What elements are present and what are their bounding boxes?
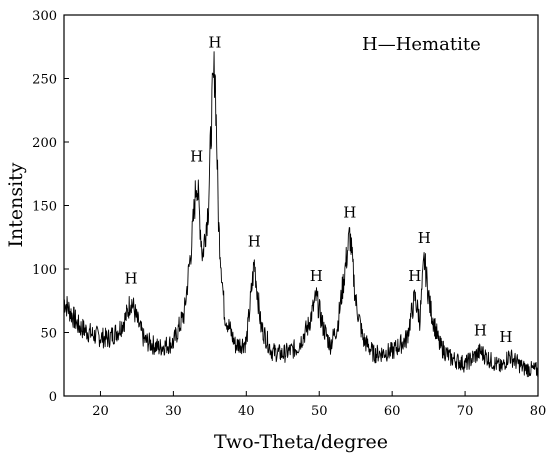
x-axis-title: Two-Theta/degree <box>214 431 388 453</box>
peak-label-h: H <box>499 328 512 346</box>
peak-label-h: H <box>343 203 356 221</box>
x-tick-label: 80 <box>530 404 547 419</box>
peak-label-h: H <box>310 267 323 285</box>
peak-label-h: H <box>208 33 221 51</box>
y-axis-title: Intensity <box>5 162 27 247</box>
peak-label-h: H <box>248 233 261 251</box>
x-tick-label: 30 <box>165 404 182 419</box>
y-tick-label: 200 <box>32 136 57 151</box>
x-tick-label: 40 <box>238 404 255 419</box>
y-tick-label: 150 <box>32 200 57 215</box>
peak-label-h: H <box>418 229 431 247</box>
y-tick-label: 250 <box>32 73 57 88</box>
series-line <box>63 51 539 378</box>
y-tick-label: 100 <box>32 263 57 278</box>
x-tick-label: 20 <box>92 404 109 419</box>
peak-label-h: H <box>125 269 138 287</box>
y-tick-label: 0 <box>49 390 57 405</box>
peak-label-h: H <box>474 322 487 340</box>
x-axis-ticks: 20 30 40 50 60 70 80 <box>92 391 546 419</box>
x-tick-label: 60 <box>384 404 401 419</box>
peak-label-h: H <box>408 267 421 285</box>
y-axis-ticks: 0 50 100 150 200 250 300 <box>32 9 69 405</box>
y-tick-label: 300 <box>32 9 57 24</box>
legend-text: H—Hematite <box>362 34 481 55</box>
x-tick-label: 70 <box>457 404 474 419</box>
peak-label-h: H <box>190 148 203 166</box>
y-tick-label: 50 <box>40 327 57 342</box>
x-tick-label: 50 <box>311 404 328 419</box>
